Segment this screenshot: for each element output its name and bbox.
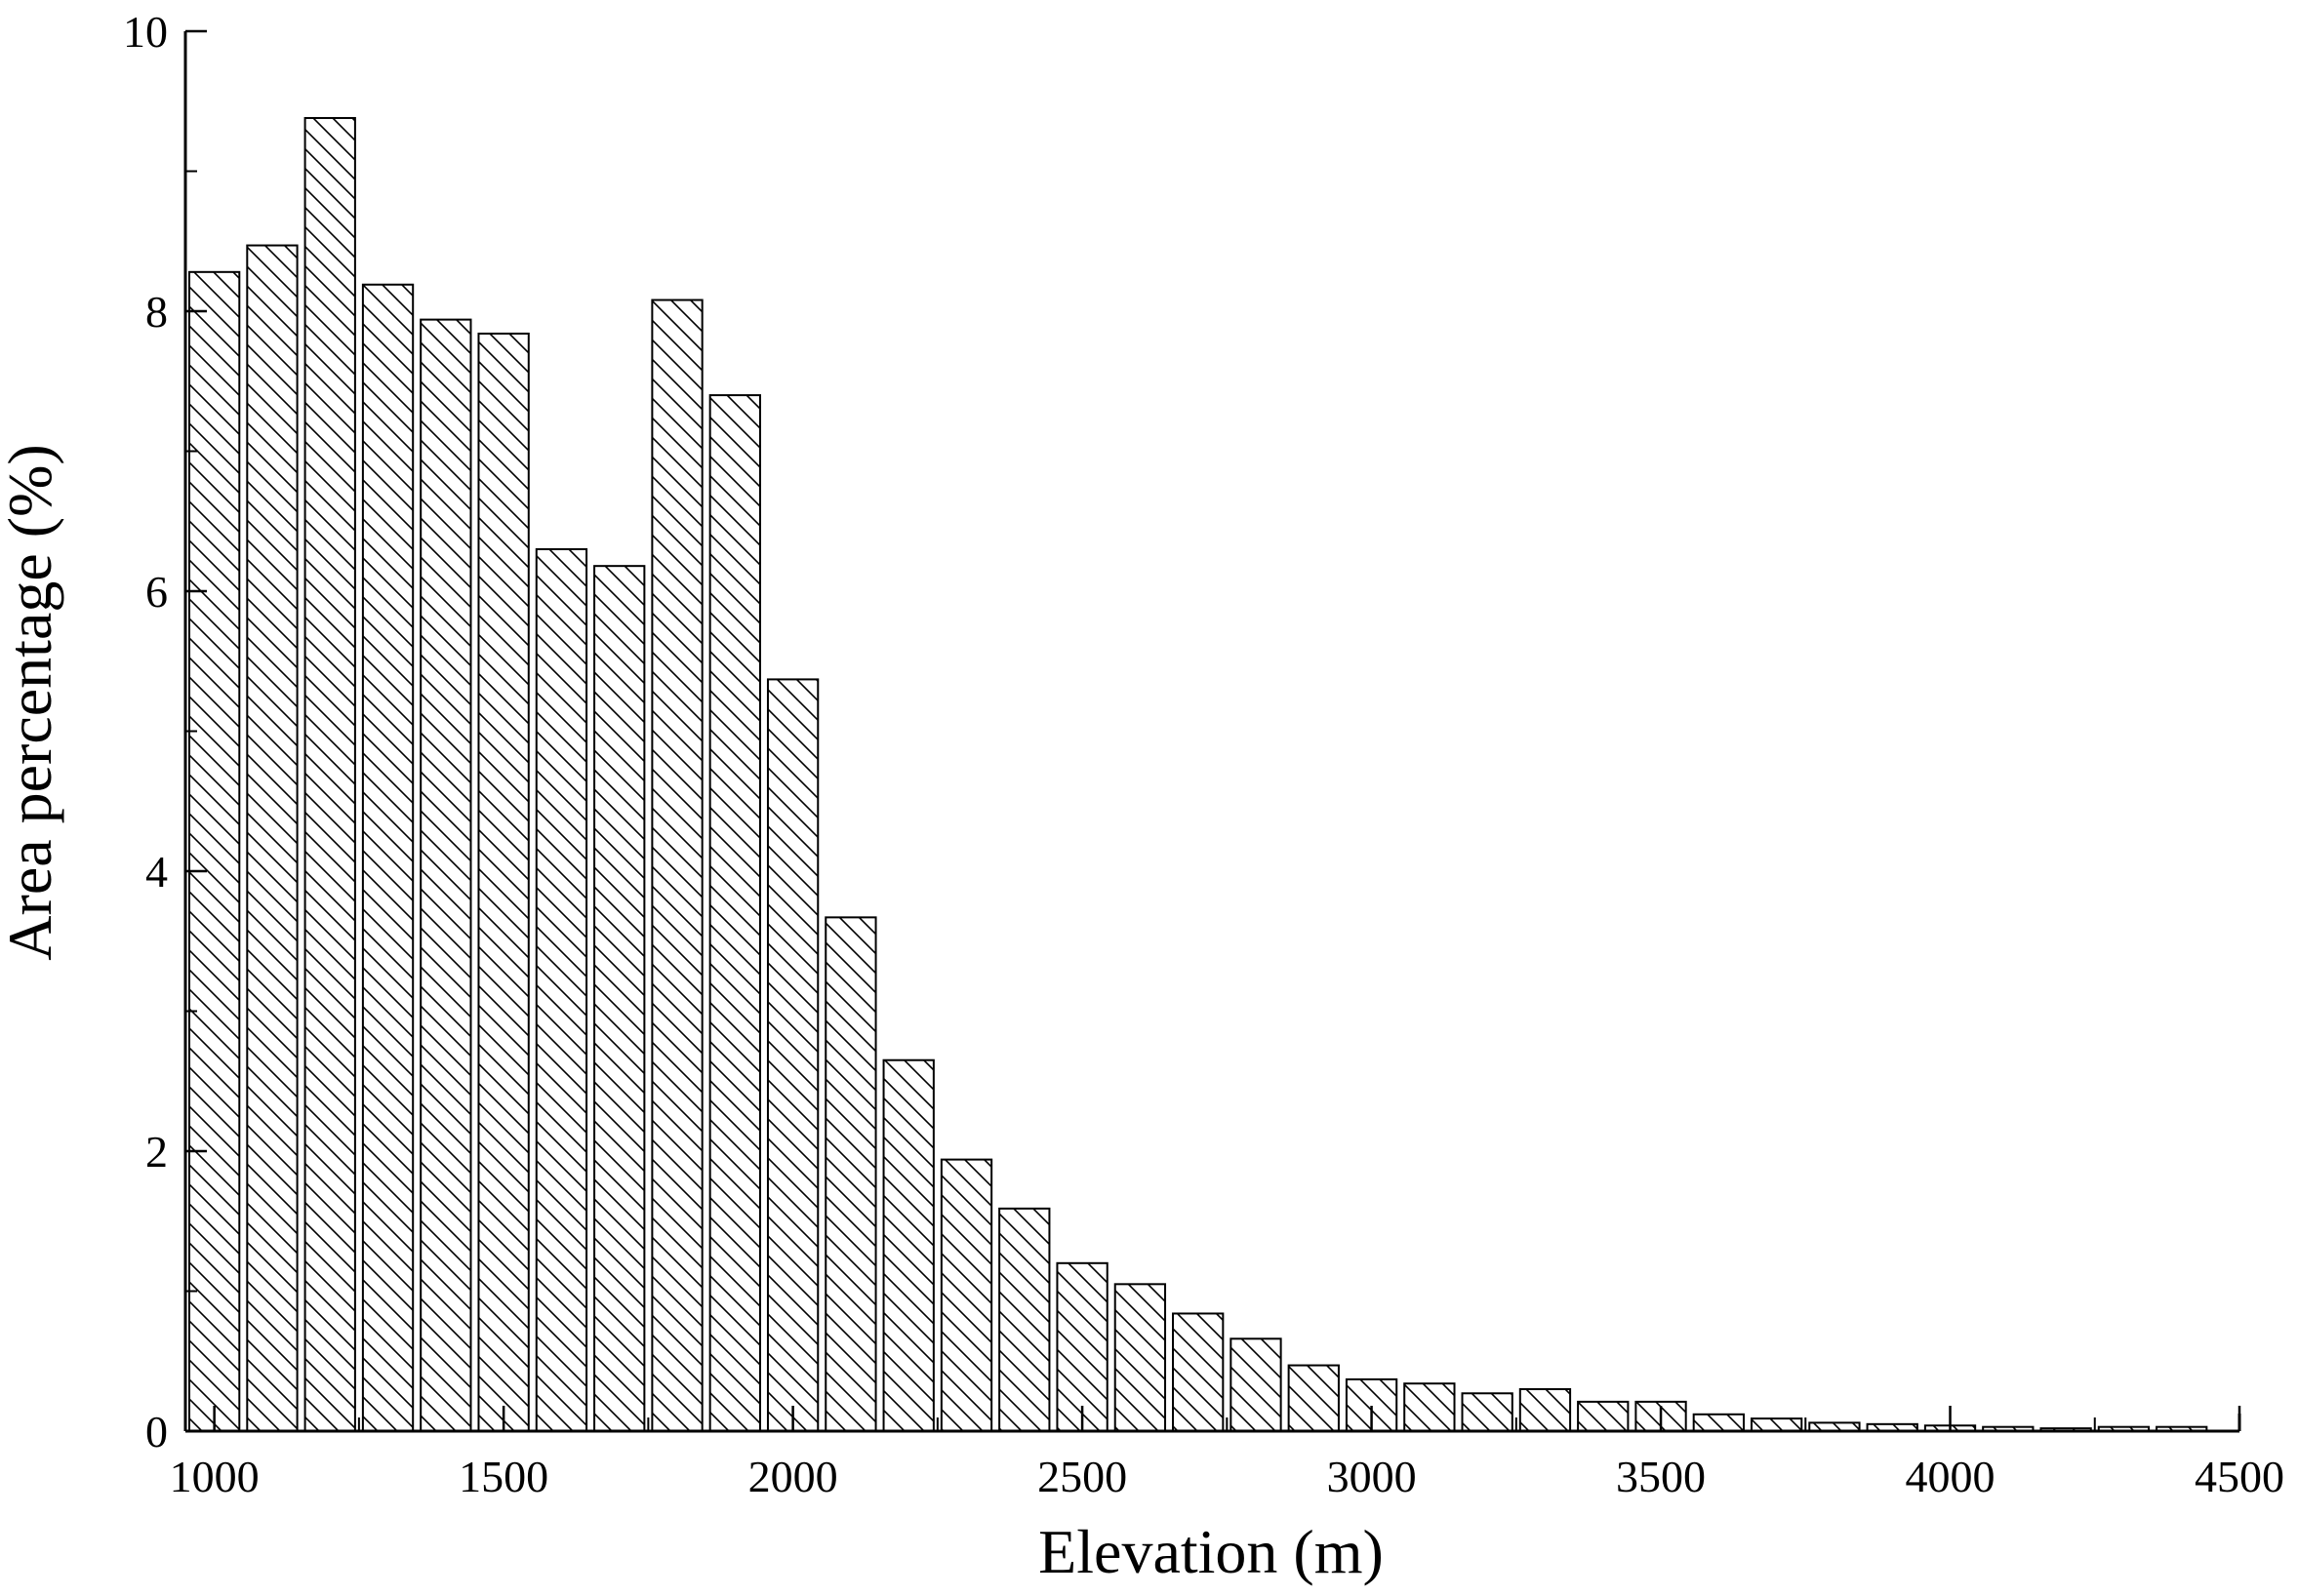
- bar-3300: [1518, 1387, 1572, 1432]
- bar-2000: [766, 678, 820, 1432]
- x-tick-label-2500: 2500: [1037, 1452, 1127, 1501]
- bar-1000: [188, 270, 241, 1433]
- bar-1500: [477, 332, 530, 1433]
- y-tick-label-0: 0: [145, 1407, 168, 1456]
- bar-2500: [1056, 1261, 1109, 1433]
- bar-3700: [1750, 1417, 1803, 1432]
- bar-2200: [882, 1058, 935, 1432]
- x-tick-label-1000: 1000: [170, 1452, 260, 1501]
- bar-1700: [593, 565, 646, 1432]
- bar-2700: [1172, 1312, 1225, 1432]
- x-axis-title: Elevation (m): [1038, 1517, 1384, 1586]
- y-tick-label-10: 10: [123, 7, 168, 57]
- y-tick-label-4: 4: [145, 847, 168, 897]
- y-tick-label-8: 8: [145, 287, 168, 337]
- bar-2900: [1287, 1364, 1340, 1433]
- bar-1300: [361, 283, 415, 1432]
- x-tick-label-4000: 4000: [1906, 1452, 1996, 1501]
- y-tick-label-6: 6: [145, 567, 168, 617]
- y-tick-label-2: 2: [145, 1127, 168, 1177]
- bars-group: [188, 116, 2208, 1433]
- bar-2800: [1230, 1337, 1282, 1433]
- bar-1400: [420, 318, 472, 1432]
- bar-3200: [1461, 1392, 1513, 1433]
- bar-2300: [940, 1158, 993, 1432]
- bar-1900: [708, 394, 761, 1433]
- y-axis-title: Area percentage (%): [0, 444, 64, 960]
- x-tick-label-3500: 3500: [1616, 1452, 1706, 1501]
- bar-1200: [303, 116, 356, 1433]
- bar-3100: [1403, 1382, 1456, 1432]
- bar-2100: [825, 916, 877, 1432]
- bar-1100: [246, 244, 299, 1432]
- bar-1600: [535, 547, 588, 1432]
- x-tick-label-1500: 1500: [459, 1452, 548, 1501]
- x-tick-label-2000: 2000: [748, 1452, 838, 1501]
- bar-2600: [1113, 1283, 1167, 1432]
- ticks-group: 1000 1500 2000 2500 3000 3500 4000 4500 0 2 4 6 8 10: [123, 7, 2284, 1501]
- x-tick-label-4500: 4500: [2195, 1452, 2284, 1501]
- bar-1800: [651, 299, 704, 1432]
- bar-2400: [998, 1207, 1051, 1432]
- bar-3600: [1692, 1413, 1745, 1433]
- bar-3400: [1577, 1400, 1630, 1432]
- x-tick-label-3000: 3000: [1327, 1452, 1417, 1501]
